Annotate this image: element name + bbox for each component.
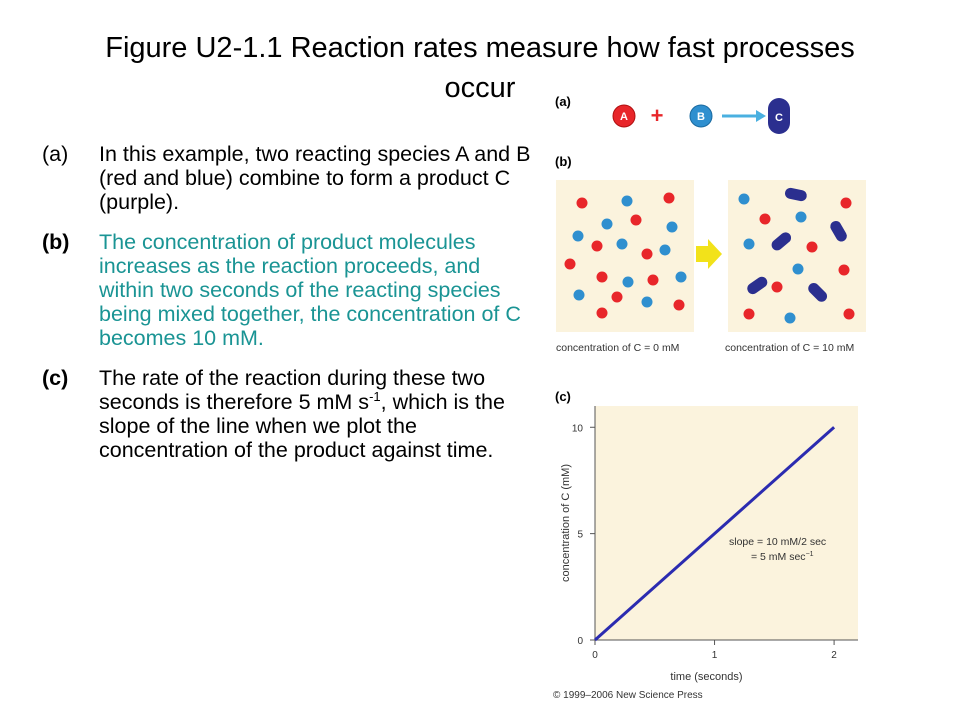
x-tick-label: 0 [592, 650, 598, 661]
reactant-b-label: B [697, 111, 705, 123]
copyright-notice: © 1999–2006 New Science Press [553, 690, 703, 701]
reactant-a-label: A [620, 111, 628, 123]
initial-molecules [564, 192, 687, 319]
panel-a-label: (a) [555, 94, 571, 109]
final-concentration-caption: concentration of C = 10 mM [725, 342, 854, 354]
product-c-label: C [775, 112, 783, 124]
paragraph-c-text-before: The rate of the reaction during these tw… [99, 366, 486, 414]
plus-sign: + [651, 103, 664, 128]
mixing-arrow-icon [696, 239, 722, 269]
final-molecules [738, 187, 855, 324]
figure-title: Figure U2-1.1 Reaction rates measure how… [0, 28, 960, 108]
y-tick-label: 10 [572, 423, 584, 434]
paragraph-b-label: (b) [42, 230, 70, 254]
slope-line-2: = 5 mM sec−1 [751, 551, 814, 563]
paragraph-b-text: The concentration of product molecules i… [99, 230, 521, 350]
product-c-molecule: C [768, 98, 790, 134]
paragraph-c-text-after: , which is the slope of the line when we… [99, 390, 505, 462]
paragraph-b: (b) The concentration of product molecul… [42, 230, 532, 350]
paragraph-a: (a) In this example, two reacting specie… [42, 142, 532, 214]
title-line-2: occur [444, 72, 516, 104]
reactant-a-molecule: A [612, 104, 636, 128]
x-axis-label: time (seconds) [670, 671, 742, 683]
reaction-rate-chart: 0 1 2 0 5 10 time (seconds) concentration of C … [560, 406, 858, 683]
paragraph-a-text: In this example, two reacting species A … [99, 142, 531, 214]
initial-concentration-caption: concentration of C = 0 mM [556, 342, 679, 354]
y-tick-label: 0 [577, 636, 583, 647]
panel-c-label: (c) [555, 389, 571, 404]
reactant-b-molecule: B [689, 104, 713, 128]
paragraph-c: (c) The rate of the reaction during thes… [42, 366, 532, 462]
paragraph-a-label: (a) [42, 142, 69, 166]
paragraph-c-superscript: -1 [369, 389, 381, 404]
slope-line-2-text: = 5 mM sec [751, 551, 806, 563]
panel-b-label: (b) [555, 154, 572, 169]
paragraph-c-label: (c) [42, 366, 69, 390]
title-line-1: Figure U2-1.1 Reaction rates measure how… [105, 32, 855, 64]
slope-line-2-sup: −1 [806, 551, 814, 558]
x-tick-label: 2 [831, 650, 837, 661]
slope-line-1: slope = 10 mM/2 sec [729, 536, 826, 548]
reaction-arrow-icon [722, 110, 766, 122]
y-tick-label: 5 [577, 530, 583, 541]
x-tick-label: 1 [712, 650, 718, 661]
description-text: (a) In this example, two reacting specie… [42, 142, 532, 478]
concentration-line-0 [594, 426, 836, 642]
y-axis-label: concentration of C (mM) [560, 464, 572, 582]
